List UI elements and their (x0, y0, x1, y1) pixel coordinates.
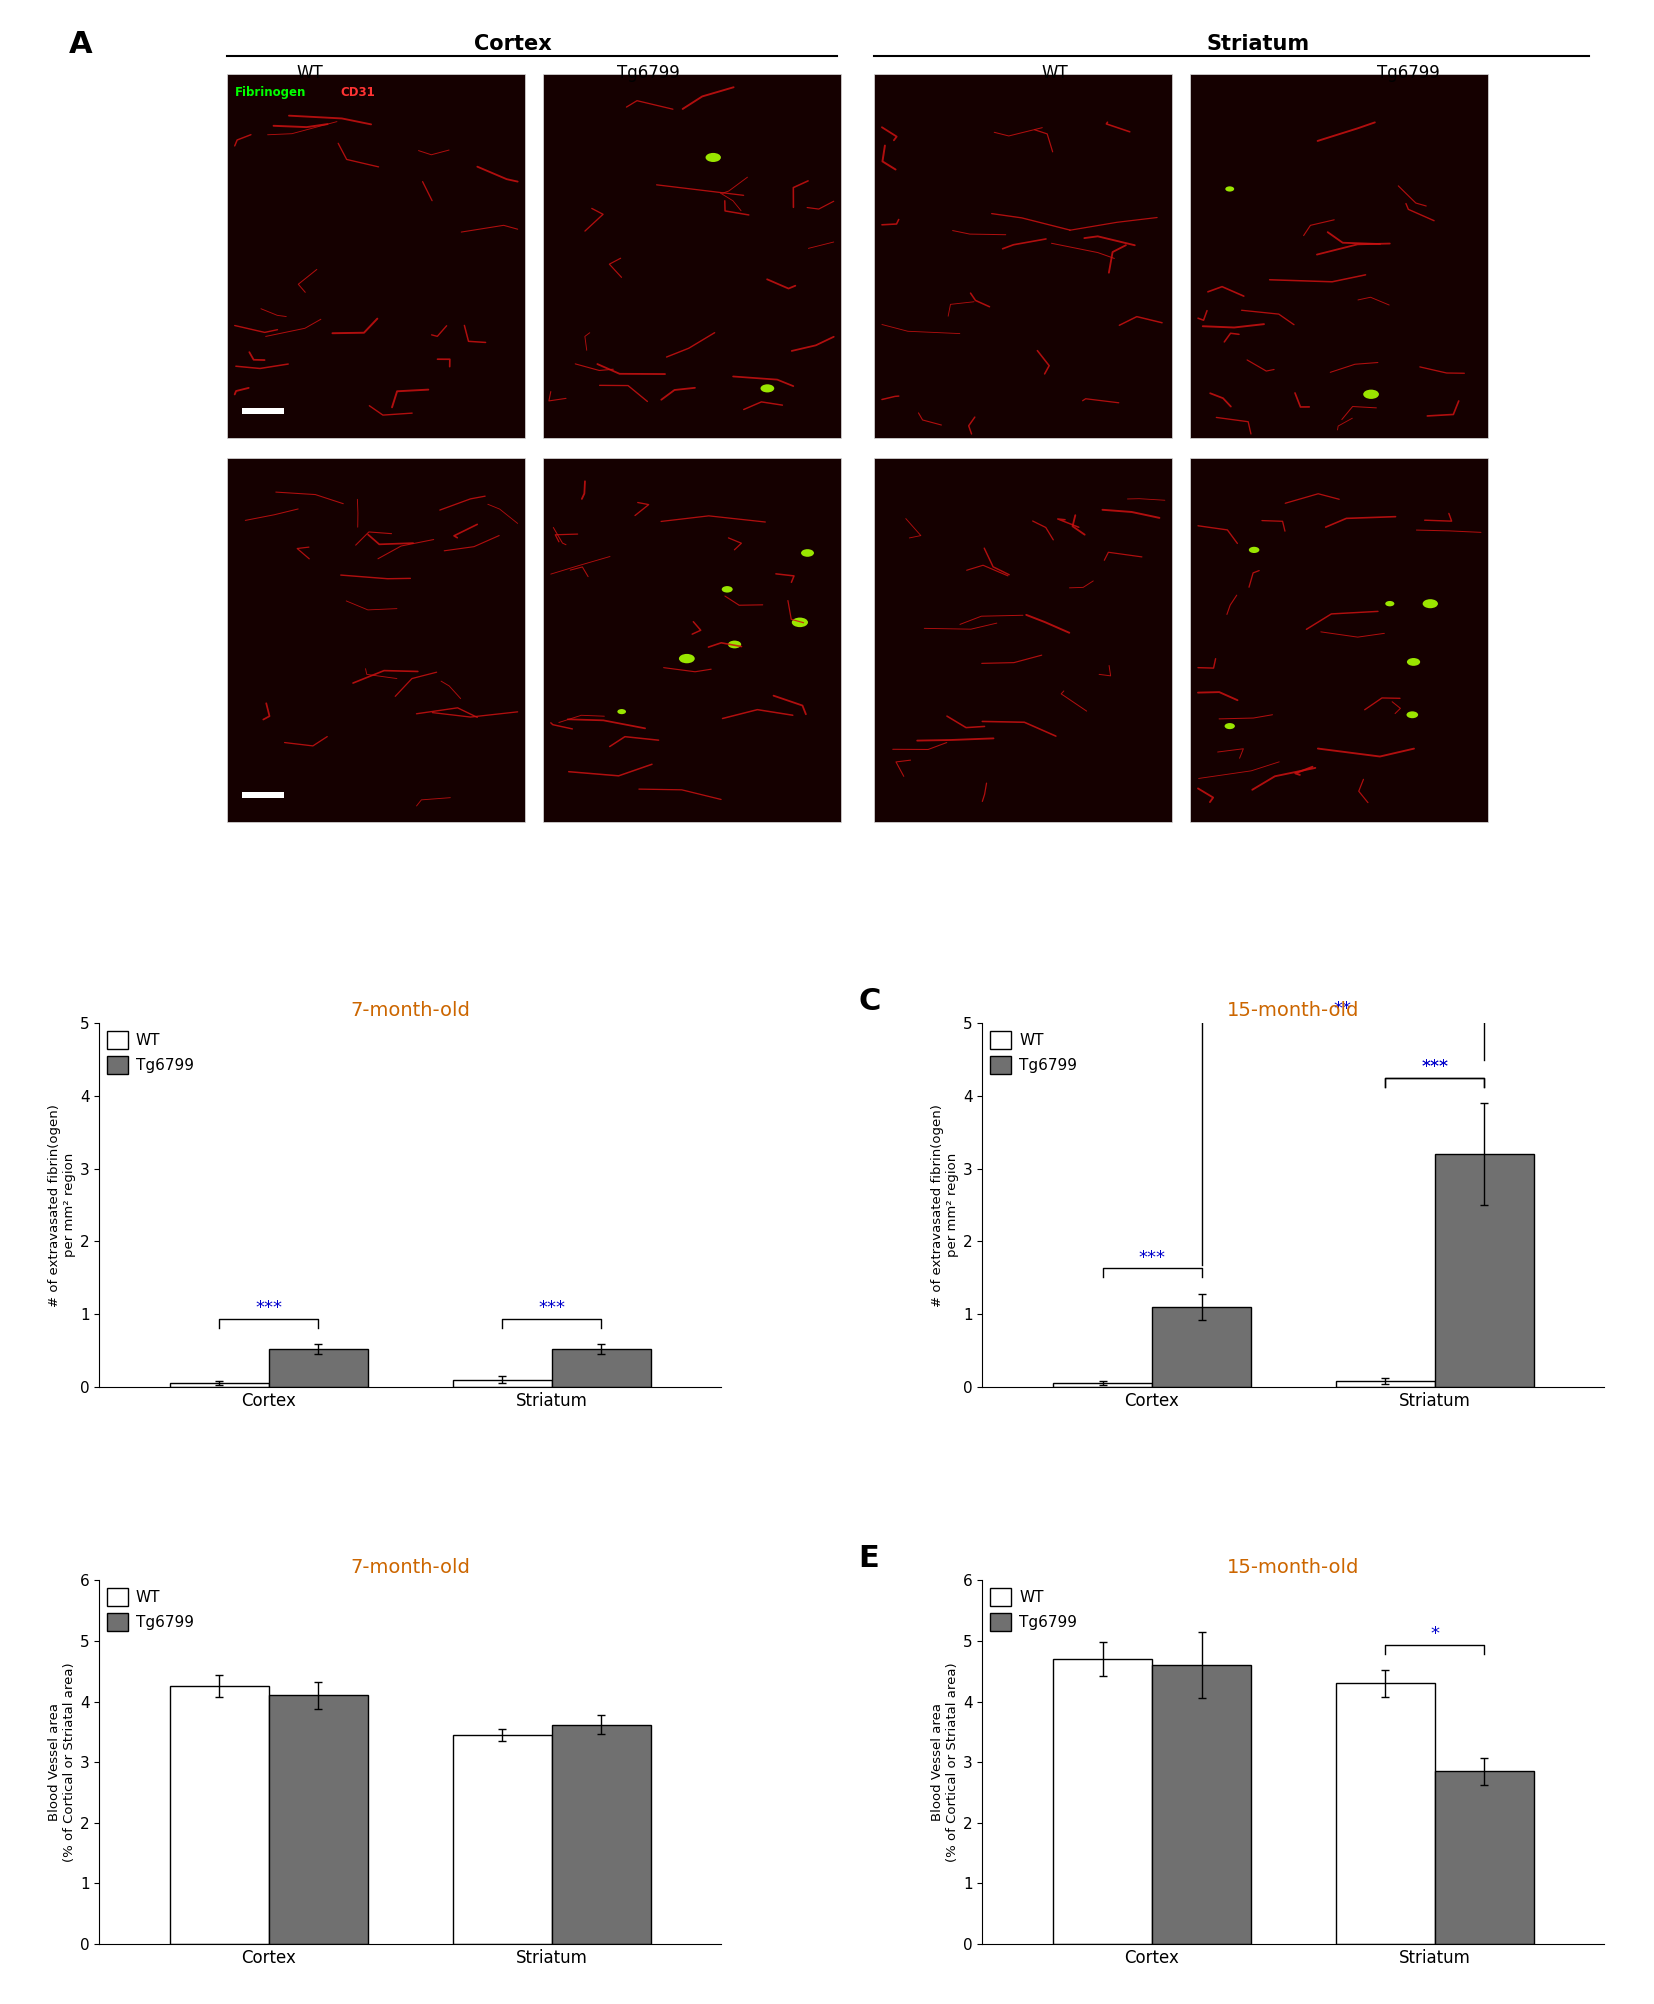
Bar (543, 459, 842, 822)
Ellipse shape (1386, 601, 1394, 607)
Text: Tg6799: Tg6799 (617, 64, 680, 82)
Bar (875, 459, 1173, 822)
Bar (227, 74, 526, 439)
Ellipse shape (1408, 657, 1421, 665)
Bar (170, 1685, 270, 1944)
Text: ***: *** (1138, 1248, 1166, 1267)
Bar (1191, 74, 1489, 439)
Bar (1191, 459, 1489, 822)
Text: Striatum: Striatum (1207, 34, 1310, 54)
Text: ***: *** (538, 1299, 566, 1317)
Bar (875, 74, 1173, 439)
Text: *: * (1431, 1625, 1439, 1643)
Y-axis label: Blood Vessel area
(% of Cortical or Striatal area): Blood Vessel area (% of Cortical or Stri… (931, 1661, 959, 1862)
Bar (1434, 1772, 1533, 1944)
Bar (270, 1695, 367, 1944)
Text: WT: WT (1042, 64, 1068, 82)
Text: Tg6799: Tg6799 (1378, 64, 1441, 82)
Text: 15-month-old: 15-month-old (147, 583, 165, 695)
Text: Cortex: Cortex (475, 34, 552, 54)
Text: ***: *** (1421, 1058, 1449, 1076)
Bar (1336, 1683, 1434, 1944)
Bar (1336, 1381, 1434, 1387)
Ellipse shape (792, 617, 809, 627)
Text: ***: *** (1421, 1058, 1449, 1076)
Ellipse shape (617, 709, 625, 713)
Title: 7-month-old: 7-month-old (351, 1002, 470, 1020)
Text: WT: WT (296, 64, 323, 82)
Legend: WT, Tg6799: WT, Tg6799 (108, 1030, 194, 1074)
Bar (241, 792, 284, 798)
Bar (1434, 1154, 1533, 1387)
Legend: WT, Tg6799: WT, Tg6799 (991, 1030, 1077, 1074)
Bar (551, 1725, 650, 1944)
Bar (453, 1379, 551, 1387)
Text: **: ** (1333, 1000, 1351, 1018)
Ellipse shape (1249, 547, 1259, 553)
Text: CD31: CD31 (341, 86, 375, 98)
Ellipse shape (761, 385, 774, 393)
Ellipse shape (1406, 711, 1417, 717)
Bar (551, 1349, 650, 1387)
Ellipse shape (678, 653, 695, 663)
Bar (1153, 1307, 1250, 1387)
Ellipse shape (728, 641, 741, 649)
Ellipse shape (1226, 186, 1234, 192)
Bar (170, 1383, 270, 1387)
Bar (241, 409, 284, 415)
Text: 7-month-old: 7-month-old (147, 204, 165, 307)
Bar (1054, 1383, 1153, 1387)
Y-axis label: # of extravasated fibrin(ogen)
per mm² region: # of extravasated fibrin(ogen) per mm² r… (48, 1104, 76, 1307)
Bar (270, 1349, 367, 1387)
Bar (227, 459, 526, 822)
Y-axis label: # of extravasated fibrin(ogen)
per mm² region: # of extravasated fibrin(ogen) per mm² r… (931, 1104, 959, 1307)
Text: ***: *** (255, 1299, 283, 1317)
Ellipse shape (1363, 389, 1379, 399)
Title: 15-month-old: 15-month-old (1227, 1559, 1360, 1577)
Text: C: C (858, 988, 880, 1016)
Ellipse shape (721, 585, 733, 593)
Bar (1153, 1665, 1250, 1944)
Text: Fibrinogen: Fibrinogen (235, 86, 306, 98)
Title: 7-month-old: 7-month-old (351, 1559, 470, 1577)
Bar (543, 74, 842, 439)
Text: A: A (69, 30, 93, 58)
Ellipse shape (801, 549, 814, 557)
Y-axis label: Blood Vessel area
(% of Cortical or Striatal area): Blood Vessel area (% of Cortical or Stri… (48, 1661, 76, 1862)
Bar (1054, 1659, 1153, 1944)
Text: E: E (858, 1543, 878, 1573)
Ellipse shape (706, 152, 721, 162)
Legend: WT, Tg6799: WT, Tg6799 (991, 1587, 1077, 1631)
Legend: WT, Tg6799: WT, Tg6799 (108, 1587, 194, 1631)
Ellipse shape (1224, 723, 1236, 729)
Bar (453, 1735, 551, 1944)
Ellipse shape (1422, 599, 1437, 609)
Title: 15-month-old: 15-month-old (1227, 1002, 1360, 1020)
